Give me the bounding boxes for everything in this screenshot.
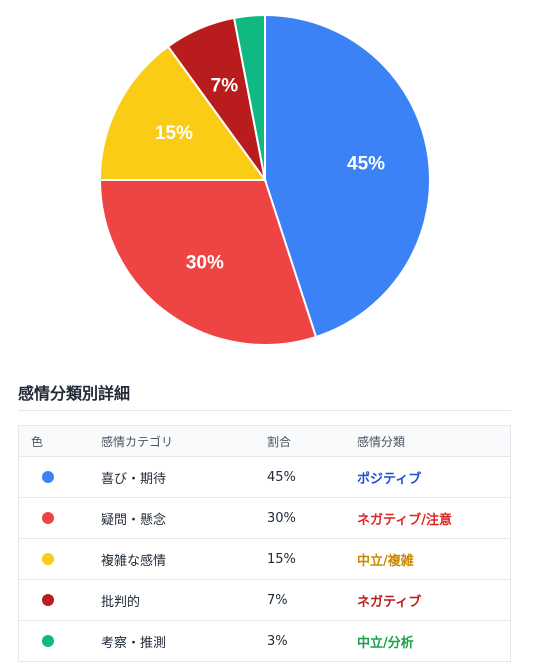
pie-slice-1 (264, 13, 431, 339)
color-cell (18, 456, 89, 498)
pie-slice-5 (232, 13, 266, 181)
table-header-row: 色 感情カテゴリ 割合 感情分類 (18, 425, 511, 457)
classification-cell: ネガティブ/注意 (345, 497, 511, 539)
emotion-detail-table: 色 感情カテゴリ 割合 感情分類 喜び・期待 45% ポジティブ 疑問・懸念 3… (18, 425, 511, 662)
pie-data-label-4: 7% (211, 76, 239, 97)
table-row: 疑問・懸念 30% ネガティブ/注意 (18, 497, 511, 539)
color-dot (42, 512, 54, 524)
pie-slice-3 (98, 45, 267, 181)
ratio-cell: 3% (267, 633, 288, 649)
color-dot (42, 471, 54, 483)
pie-data-label-2: 30% (186, 252, 224, 273)
pie-chart: 45% 30% 15% 7% (98, 13, 431, 346)
pie-data-label-1: 45% (347, 153, 385, 174)
category-cell: 複雑な感情 (89, 538, 255, 580)
category-cell: 考察・推測 (101, 635, 167, 651)
section-title: 感情分類別詳細 (18, 384, 131, 403)
category-cell: 喜び・期待 (89, 456, 255, 498)
table-row: 批判的 7% ネガティブ (18, 579, 511, 621)
ratio-cell: 7% (255, 579, 345, 621)
color-dot (42, 594, 54, 606)
classification-cell: ネガティブ (345, 579, 511, 621)
header-ratio: 割合 (255, 425, 345, 457)
classification-cell: 中立/分析 (357, 635, 414, 651)
color-cell (19, 621, 90, 662)
category-cell: 疑問・懸念 (89, 497, 255, 539)
header-classification: 感情分類 (345, 425, 511, 457)
classification-cell: ポジティブ (345, 456, 511, 498)
pie-chart-svg: 45% 30% 15% 7% (98, 13, 431, 346)
color-cell (18, 497, 89, 539)
pie-data-label-3: 15% (155, 123, 193, 144)
pie-slice-2 (98, 179, 318, 346)
color-dot (42, 635, 54, 647)
classification-cell: 中立/複雑 (345, 538, 511, 580)
header-color: 色 (18, 425, 89, 457)
section-divider (18, 410, 511, 411)
ratio-cell: 15% (255, 538, 345, 580)
color-cell (18, 538, 89, 580)
category-cell: 批判的 (89, 579, 255, 621)
ratio-cell: 30% (255, 497, 345, 539)
table-row: 複雑な感情 15% 中立/複雑 (18, 538, 511, 580)
ratio-cell: 45% (255, 456, 345, 498)
color-cell (18, 579, 89, 621)
table-row: 喜び・期待 45% ポジティブ (18, 456, 511, 498)
color-dot (42, 553, 54, 565)
header-category: 感情カテゴリ (89, 425, 255, 457)
table-row: 考察・推測 3% 中立/分析 (19, 621, 511, 662)
